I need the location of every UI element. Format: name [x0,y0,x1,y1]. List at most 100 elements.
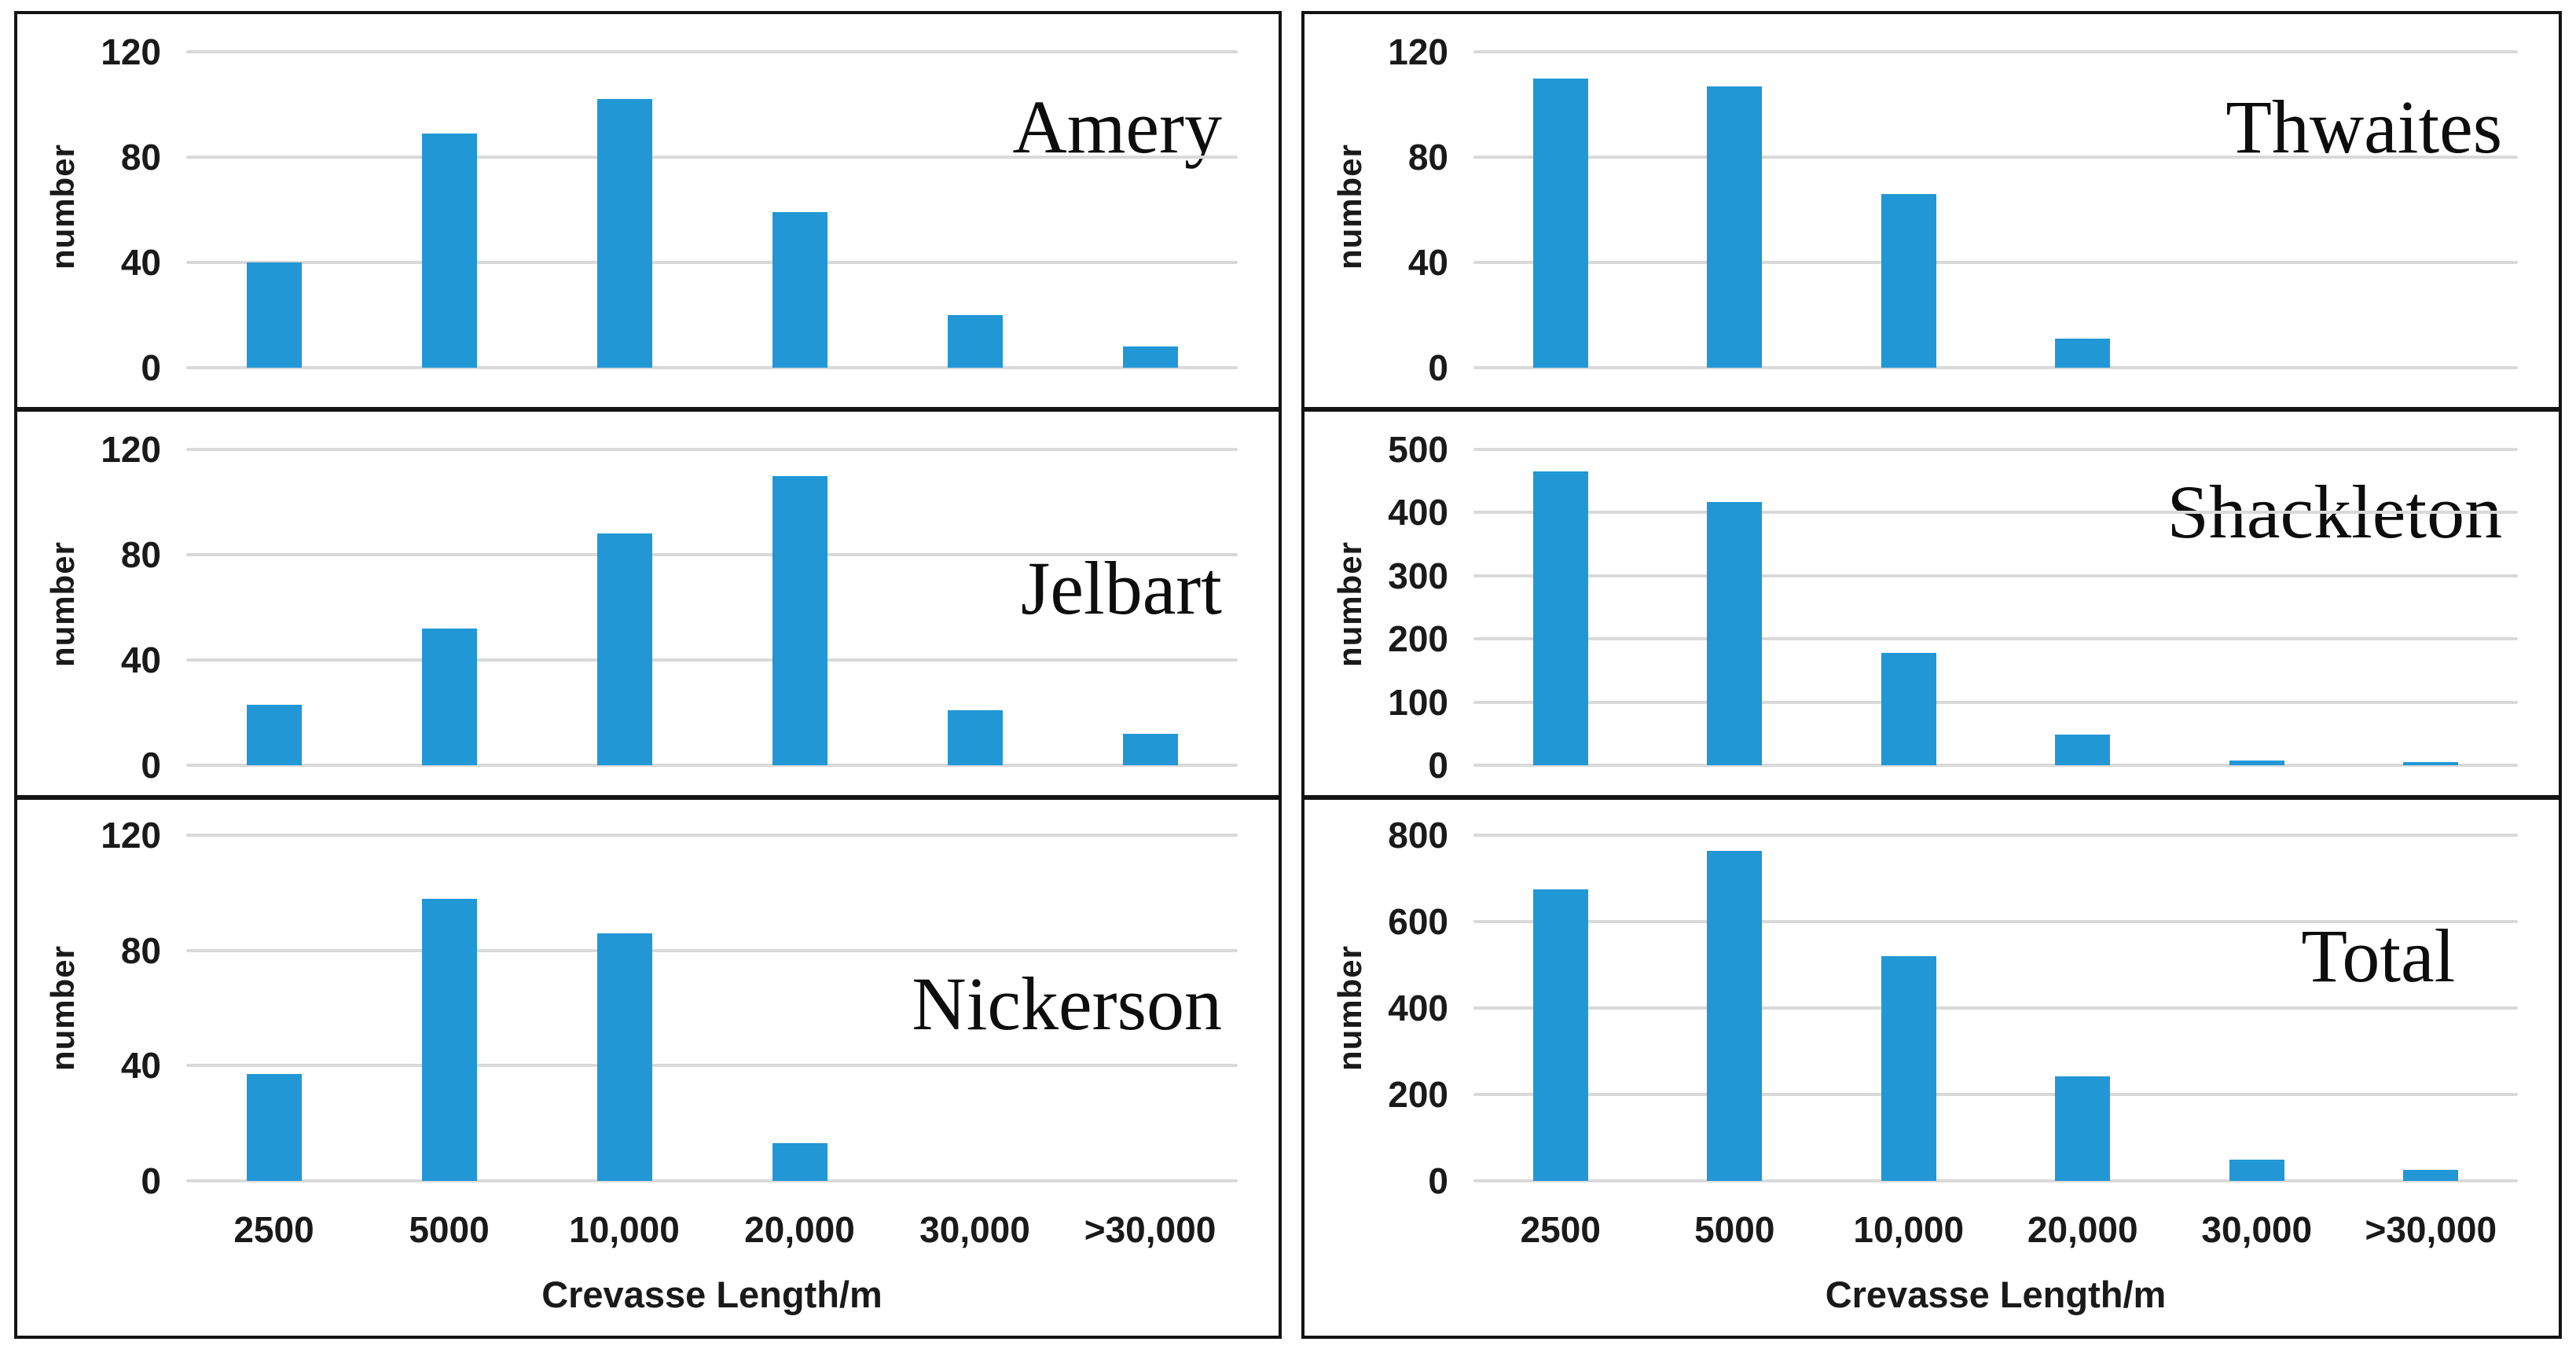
bar-30,000 [947,709,1003,765]
plot-area-total: Total 0 200 400 600 800 [1388,817,2518,1199]
gridline [1473,366,2518,369]
bar-5000 [1707,501,1763,765]
panel-left: number Amery 0 40 80 120 number Jelbart 0 40… [14,11,1282,1339]
y-tick-label: 120 [101,31,161,72]
y-tick-label: 0 [1428,347,1448,388]
chart-shackleton: number Shackleton 0 100 200 300 400 500 [1305,407,2559,795]
y-axis-title: number [1331,944,1368,1072]
bar-10,000 [596,99,652,368]
gridline [1473,834,2518,837]
y-axis-title: number [44,944,81,1072]
chart-total: number Total 0 200 400 600 800 2500 5000 10,00… [1305,795,2559,1328]
bar-30,000 [2229,1160,2284,1181]
y-tick-label: 40 [120,1045,161,1087]
y-axis-title: number [1331,143,1368,270]
y-tick-label: 120 [101,815,161,856]
x-axis-title: Crevasse Length/m [541,1274,883,1315]
y-tick-label: 40 [120,242,161,284]
gridline [186,261,1238,265]
gridline [186,50,1238,53]
gridline [1473,50,2518,53]
x-tick-label: >30,000 [1084,1209,1216,1250]
y-tick-label: 0 [141,1160,161,1201]
plot-area-nickerson: Nickerson 0 40 80 120 [101,817,1238,1199]
y-tick-label: 40 [1407,242,1448,284]
bar-2500 [246,704,302,765]
gridline [1473,1006,2518,1010]
y-tick-label: 80 [120,137,161,178]
chart-title-jelbart: Jelbart [1021,545,1222,630]
gridline [1473,1093,2518,1096]
gridline [1473,261,2518,265]
bar-2500 [1532,471,1588,765]
gridline [1473,1179,2518,1182]
gridline [186,448,1238,451]
gridline [1473,764,2518,767]
y-tick-label: 200 [1388,1074,1448,1115]
bar-2500 [1532,78,1588,368]
gridline [1473,574,2518,577]
plot-area-shackleton: Shackleton 0 100 200 300 400 500 [1388,431,2518,783]
y-tick-label: 200 [1388,618,1448,660]
x-tick-label: 2500 [233,1209,314,1250]
x-tick-label: 20,000 [744,1209,855,1250]
bar-20,000 [2055,735,2111,765]
x-tick-label: 2500 [1520,1209,1601,1250]
gridline [186,366,1238,369]
y-tick-label: 40 [120,640,161,681]
bar-30,000 [2229,760,2284,765]
y-tick-label: 80 [1407,137,1448,178]
y-tick-label: 0 [141,745,161,786]
bar->30,000 [2403,761,2459,765]
chart-title-thwaites: Thwaites [2226,85,2503,170]
bar->30,000 [1122,733,1178,765]
bar-30,000 [947,315,1003,368]
gridline [1473,920,2518,923]
bar-10,000 [1881,193,1936,368]
bar-5000 [1707,851,1763,1181]
plot-area-thwaites: Thwaites 0 40 80 120 [1388,34,2518,386]
bar-20,000 [772,475,827,765]
y-tick-label: 0 [1428,745,1448,786]
gridline [186,834,1238,837]
x-tick-label: >30,000 [2365,1209,2497,1250]
plot-area-amery: Amery 0 40 80 120 [101,34,1238,386]
y-tick-label: 400 [1388,988,1448,1028]
bar-10,000 [596,533,652,765]
x-tick-label: 5000 [409,1209,490,1250]
gridline [186,764,1238,767]
y-axis-title: number [44,143,81,270]
bar-5000 [1707,86,1763,368]
x-tick-label: 20,000 [2027,1209,2138,1250]
y-tick-label: 600 [1388,901,1448,942]
bar-5000 [421,628,477,765]
y-tick-label: 120 [101,429,161,470]
y-tick-label: 80 [120,929,161,971]
y-tick-label: 0 [141,347,161,388]
bar-2500 [1532,889,1588,1181]
y-tick-label: 80 [120,534,161,576]
x-tick-label: 10,000 [569,1209,680,1250]
bar-20,000 [2055,1076,2111,1181]
panel-right: number Thwaites 0 40 80 120 number Shacklet… [1301,11,2562,1339]
gridline [1473,156,2518,159]
bar-20,000 [772,1143,827,1181]
y-tick-label: 120 [1388,31,1448,72]
x-axis-labels: 2500 5000 10,000 20,000 30,000 >30,000 [186,1208,1238,1256]
bar-5000 [421,133,477,368]
bar-2500 [246,262,302,368]
gridline [1473,637,2518,641]
chart-title-nickerson: Nickerson [912,962,1222,1047]
bar->30,000 [1122,346,1178,368]
x-axis-title: Crevasse Length/m [1825,1274,2167,1315]
gridline [186,948,1238,952]
plot-area-jelbart: Jelbart 0 40 80 120 [101,431,1238,783]
gridline [186,658,1238,662]
y-tick-label: 400 [1388,492,1448,533]
gridline [186,1064,1238,1068]
gridline [1473,448,2518,451]
x-tick-label: 30,000 [919,1209,1030,1250]
x-tick-label: 30,000 [2201,1209,2313,1250]
chart-thwaites: number Thwaites 0 40 80 120 [1305,14,2559,407]
x-tick-label: 10,000 [1853,1209,1965,1250]
